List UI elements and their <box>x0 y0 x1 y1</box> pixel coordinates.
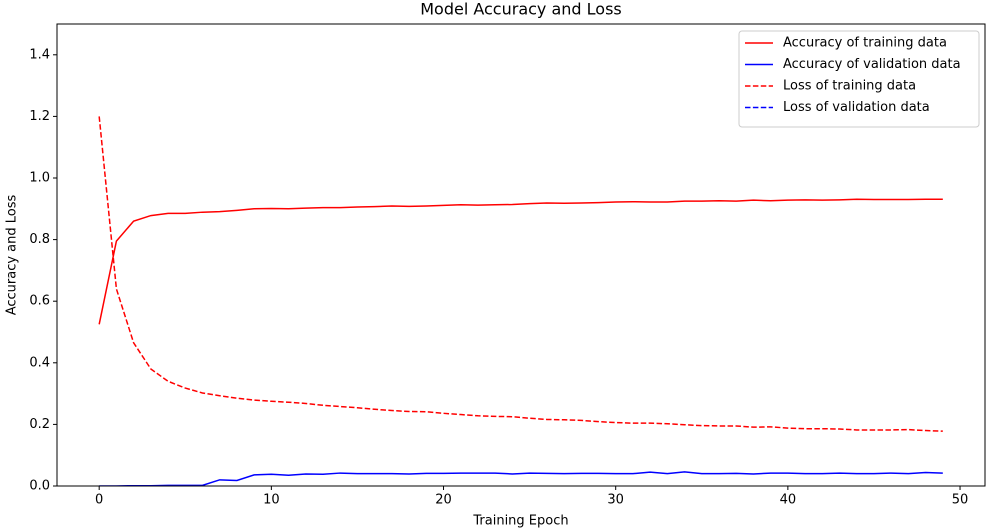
y-tick-label: 0.6 <box>29 294 50 309</box>
series-line <box>98 116 943 432</box>
y-tick-label: 0.8 <box>29 232 50 247</box>
legend-label: Loss of validation data <box>783 100 930 115</box>
x-tick-label: 10 <box>263 493 280 508</box>
legend-label: Accuracy of validation data <box>783 57 961 72</box>
x-axis-label: Training Epoch <box>472 514 568 529</box>
chart-title: Model Accuracy and Loss <box>420 0 622 19</box>
legend-label: Loss of training data <box>783 79 916 94</box>
legend-label: Accuracy of training data <box>783 36 947 51</box>
y-tick-label: 1.4 <box>29 47 50 62</box>
y-tick-label: 0.0 <box>29 479 50 494</box>
legend-box <box>738 30 980 128</box>
y-tick-label: 0.4 <box>29 355 50 370</box>
x-tick-label: 20 <box>435 493 452 508</box>
y-tick-label: 1.2 <box>29 109 50 124</box>
x-tick-label: 0 <box>95 493 103 508</box>
y-axis-label: Accuracy and Loss <box>5 194 20 315</box>
y-tick-label: 1.0 <box>29 171 50 186</box>
series-line <box>98 198 943 325</box>
x-tick-label: 50 <box>952 493 969 508</box>
series-line <box>99 471 943 486</box>
x-tick-label: 30 <box>607 493 624 508</box>
plot-frame <box>56 23 986 487</box>
x-tick-label: 40 <box>780 493 797 508</box>
y-tick-label: 0.2 <box>29 417 50 432</box>
